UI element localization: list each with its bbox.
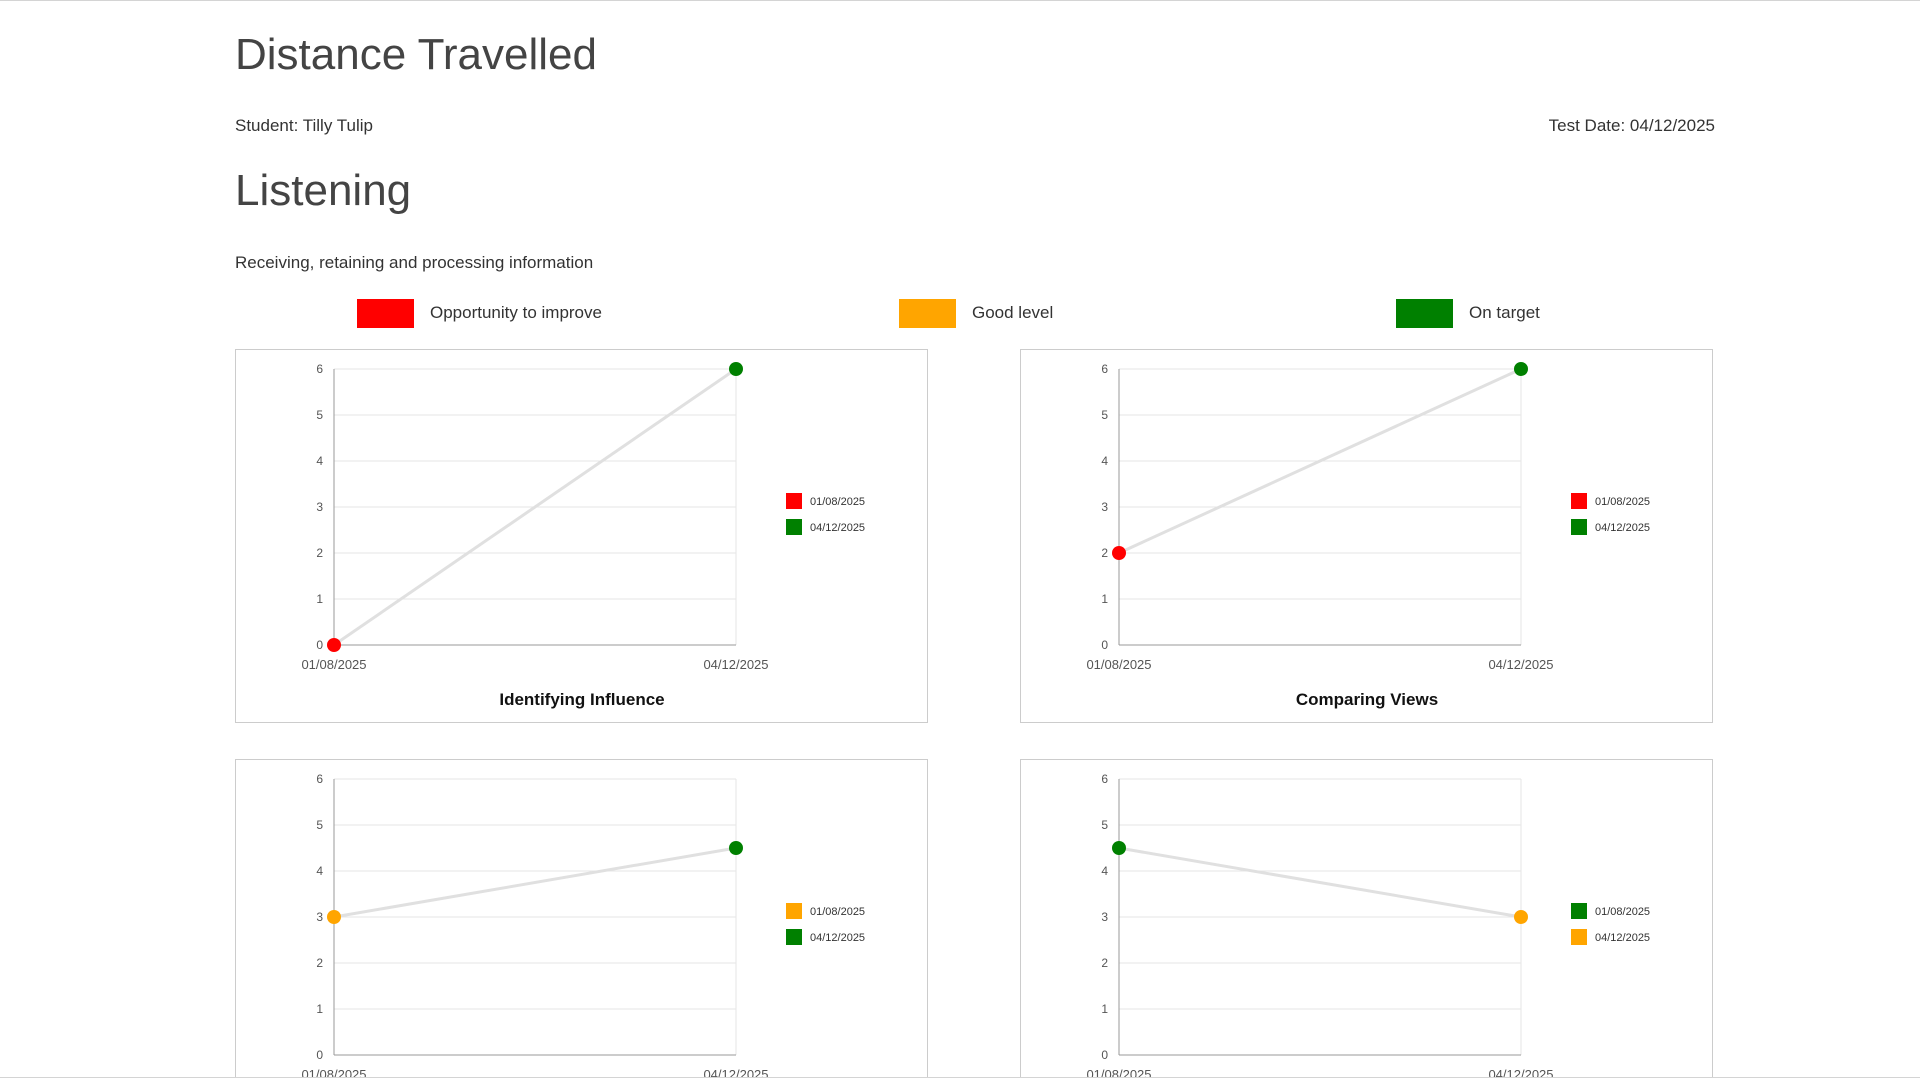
top-divider [0,0,1920,1]
x-tick-label: 01/08/2025 [301,1067,366,1078]
y-tick-label: 0 [1101,1048,1108,1062]
data-point [327,910,341,924]
legend-opportunity-swatch [357,298,414,328]
y-tick-label: 6 [316,362,323,376]
chart-legend-swatch [786,929,802,945]
y-tick-label: 4 [1101,864,1108,878]
chart-legend-swatch [786,519,802,535]
y-tick-label: 6 [1101,362,1108,376]
y-tick-label: 6 [1101,772,1108,786]
data-point [1112,841,1126,855]
chart-legend-label: 04/12/2025 [810,522,865,534]
chart-identifying-influence: 0 1 2 3 4 5 6 01/08/2025 04/12/2025 01/08/2025 04/… [301,362,865,709]
y-tick-label: 4 [1101,454,1108,468]
series-line [333,846,737,919]
chart-4: 0 1 2 3 4 5 6 01/08/2025 04/12/2025 01/08/2025 04/… [1086,772,1650,1078]
page-title: Distance Travelled [235,30,597,79]
chart-3: 0 1 2 3 4 5 6 01/08/2025 04/12/2025 01/08/2025 04/… [301,772,865,1078]
chart-legend-swatch [1571,903,1587,919]
chart-card-comparing-views: 0 1 2 3 4 5 6 01/08/2025 04/12/2025 01/08/2025 04/… [1020,349,1713,723]
y-tick-label: 5 [316,408,323,422]
y-tick-label: 5 [316,818,323,832]
chart-legend-swatch [1571,929,1587,945]
y-tick-label: 1 [1101,592,1108,606]
series-line [1118,846,1522,919]
legend-on-target: On target [1396,298,1540,328]
legend-good-swatch [899,298,956,328]
x-tick-label: 04/12/2025 [703,657,768,672]
y-tick-label: 2 [1101,956,1108,970]
chart-legend-label: 04/12/2025 [810,932,865,944]
y-tick-label: 2 [1101,546,1108,560]
chart-title: Identifying Influence [499,690,664,709]
chart-legend-label: 01/08/2025 [1595,906,1650,918]
y-tick-label: 3 [316,500,323,514]
legend-opportunity: Opportunity to improve [357,298,602,328]
y-tick-label: 3 [1101,910,1108,924]
chart-legend-swatch [1571,519,1587,535]
data-point [1514,362,1528,376]
legend-good-label: Good level [972,303,1054,322]
y-tick-label: 1 [316,1002,323,1016]
legend-opportunity-label: Opportunity to improve [430,303,602,322]
y-tick-label: 3 [316,910,323,924]
chart-card-3: 0 1 2 3 4 5 6 01/08/2025 04/12/2025 01/08/2025 04/… [235,759,928,1078]
test-date: Test Date: 04/12/2025 [1548,116,1715,135]
data-point [729,362,743,376]
chart-legend-label: 04/12/2025 [1595,522,1650,534]
data-point [729,841,743,855]
y-tick-label: 5 [1101,408,1108,422]
x-tick-label: 04/12/2025 [703,1067,768,1078]
chart-legend-swatch [786,903,802,919]
y-tick-label: 0 [316,1048,323,1062]
chart-legend-label: 01/08/2025 [810,496,865,508]
y-tick-label: 4 [316,864,323,878]
data-point [327,638,341,652]
y-tick-label: 3 [1101,500,1108,514]
chart-legend-label: 04/12/2025 [1595,932,1650,944]
section-subtitle: Receiving, retaining and processing info… [235,253,594,272]
chart-comparing-views: 0 1 2 3 4 5 6 01/08/2025 04/12/2025 01/08/2025 04/… [1086,362,1650,709]
chart-legend-swatch [786,493,802,509]
y-tick-label: 5 [1101,818,1108,832]
chart-legend-label: 01/08/2025 [810,906,865,918]
y-tick-label: 0 [1101,638,1108,652]
x-tick-label: 01/08/2025 [1086,1067,1151,1078]
x-tick-label: 01/08/2025 [1086,657,1151,672]
y-tick-label: 2 [316,546,323,560]
x-tick-label: 04/12/2025 [1488,657,1553,672]
chart-legend-label: 01/08/2025 [1595,496,1650,508]
student-name: Student: Tilly Tulip [235,116,373,135]
chart-title: Comparing Views [1296,690,1438,709]
bottom-divider [0,1077,1920,1078]
x-tick-label: 01/08/2025 [301,657,366,672]
series-line [333,367,737,647]
report-page: Distance Travelled Student: Tilly Tulip … [235,0,1715,1078]
y-tick-label: 1 [1101,1002,1108,1016]
x-tick-label: 04/12/2025 [1488,1067,1553,1078]
chart-card-4: 0 1 2 3 4 5 6 01/08/2025 04/12/2025 01/08/2025 04/… [1020,759,1713,1078]
legend-on-target-label: On target [1469,303,1540,322]
data-point [1514,910,1528,924]
legend-on-target-swatch [1396,298,1453,328]
y-tick-label: 1 [316,592,323,606]
y-tick-label: 4 [316,454,323,468]
data-point [1112,546,1126,560]
y-tick-label: 2 [316,956,323,970]
y-tick-label: 0 [316,638,323,652]
section-title: Listening [235,166,412,215]
chart-card-identifying-influence: 0 1 2 3 4 5 6 01/08/2025 04/12/2025 01/08/2025 04/… [235,349,928,723]
chart-legend-swatch [1571,493,1587,509]
y-tick-label: 6 [316,772,323,786]
series-line [1118,367,1522,555]
legend-good: Good level [899,298,1053,328]
